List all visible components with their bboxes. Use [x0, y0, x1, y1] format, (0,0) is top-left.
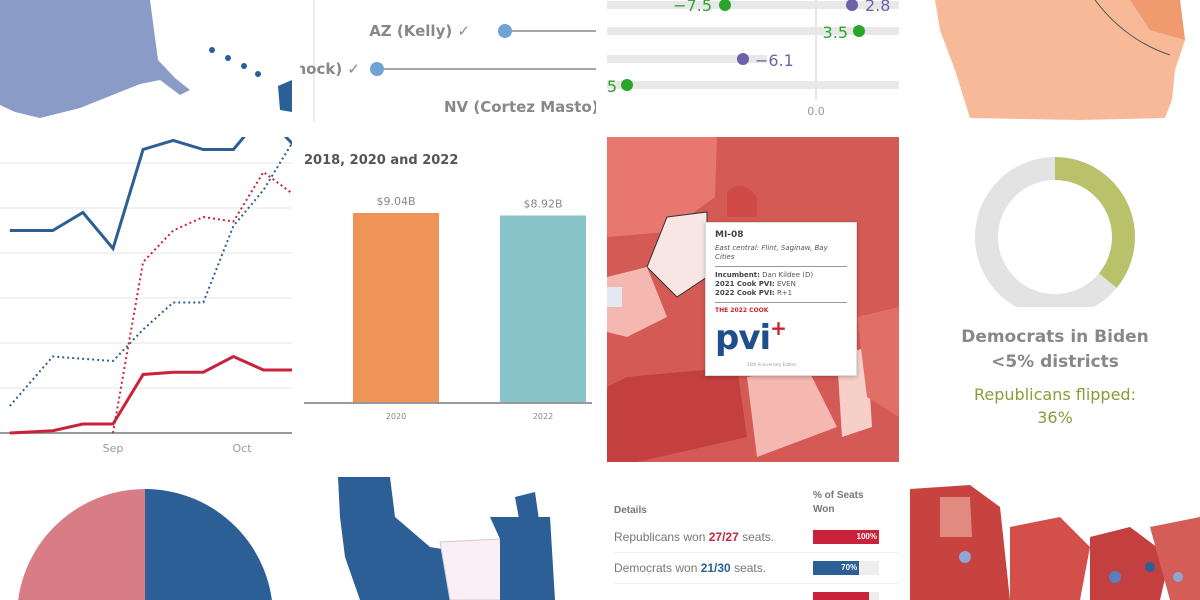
donut-value: 36%: [1037, 408, 1073, 427]
bar-value-label: $8.92B: [523, 198, 562, 211]
seat-count: 21/30: [700, 561, 731, 575]
pct-bar: [813, 592, 879, 600]
bar-value-label: $9.04B: [376, 195, 415, 208]
cook-pvi-logo: pvi+: [715, 318, 847, 358]
bar-chart-panel: 2018, 2020 and 2022 $9.04B 2020 $8.92B 2022: [300, 137, 596, 462]
hawaii-islands: [209, 47, 292, 112]
alaska-map-panel: [0, 0, 292, 122]
pie-panel: [0, 477, 292, 600]
dumbbell-panel-senate: AZ (Kelly) ✓ nock) ✓ NV (Cortez Masto): [300, 0, 596, 122]
series-line-0: [9, 137, 292, 252]
donut-caption: Democrats in Biden <5% districts Republi…: [910, 325, 1200, 427]
donut-label: Republicans flipped:: [974, 385, 1136, 404]
bar-chart: 2018, 2020 and 2022 $9.04B 2020 $8.92B 2022: [304, 153, 592, 421]
bar-2022: [500, 215, 586, 403]
georgia-shape: [935, 0, 1185, 120]
pct-bar: 70%: [813, 561, 879, 575]
annotation-leader-line: [1094, 0, 1171, 56]
table-row: [614, 584, 899, 600]
donut-slice-1: [975, 157, 1117, 307]
district-tooltip: MI-08 East central: Flint, Saginaw, Bay …: [705, 222, 857, 376]
series-line-2: [9, 141, 292, 407]
dot-green-2: [853, 25, 865, 37]
dot-ga: [370, 62, 384, 76]
pct-bar-fill: 100%: [813, 530, 879, 544]
pvi2021-value: EVEN: [776, 280, 796, 288]
county-dark: [1130, 0, 1185, 40]
cook-pvi-logo-text: pvi: [715, 318, 771, 358]
chart-title: 2018, 2020 and 2022: [304, 153, 458, 168]
donut-panel: [910, 137, 1200, 462]
alaska-map: [0, 0, 292, 118]
incumbent-value: Dan Kildee (D): [762, 271, 814, 279]
line-chart: Sep Oct: [0, 137, 292, 455]
pie-chart: [18, 489, 272, 600]
x-tick-label: 2020: [386, 412, 406, 421]
plus-icon: +: [770, 316, 787, 340]
table-row: Democrats won 21/30 seats. 70%: [614, 553, 899, 584]
pct-bar-fill: [813, 592, 870, 600]
dot-purple-1: [846, 0, 858, 11]
dot-purple-3: [737, 53, 749, 65]
series-line-1: [9, 354, 292, 435]
georgia-map-panel: [910, 0, 1200, 122]
label-az: AZ (Kelly) ✓: [369, 22, 470, 40]
header-pct: % of Seats Won: [813, 490, 864, 515]
dumbbell-panel-shift: −7.5 2.8 3.5 −6.1 5 0.0: [607, 0, 899, 122]
pct-bar-fill: 70%: [813, 561, 860, 575]
row-details: Republicans won 27/27 seats.: [614, 530, 775, 544]
michigan-map: [607, 137, 899, 462]
pvi2022-value: R+1: [776, 289, 793, 297]
cook-logo-top: THE 2022 COOK: [715, 307, 769, 314]
axis-tick-zero: 0.0: [807, 105, 825, 118]
incumbent-label: Incumbent:: [715, 271, 760, 279]
header-details: Details: [614, 505, 647, 516]
pct-bar: 100%: [813, 530, 879, 544]
california-map: [338, 477, 555, 600]
label-ga: nock) ✓: [300, 60, 360, 78]
tooltip-district: MI-08: [715, 230, 744, 240]
tooltip-description: East central: Flint, Saginaw, Bay Cities: [715, 244, 828, 261]
label-nv: NV (Cortez Masto): [444, 98, 596, 116]
x-tick-label: Oct: [232, 442, 252, 455]
value-green-1: −7.5: [673, 0, 712, 15]
pie-slice-democrat: [145, 489, 272, 600]
midwest-map-panel: [910, 477, 1200, 600]
value-purple-1: 2.8: [865, 0, 890, 15]
line-chart-panel: Sep Oct: [0, 137, 292, 462]
dot-green-4: [621, 79, 633, 91]
midwest-map: [910, 485, 1200, 600]
seats-table: Details % of Seats Won Republicans won 2…: [607, 477, 899, 600]
value-purple-3: −6.1: [755, 51, 794, 70]
michigan-map-panel: [607, 137, 899, 462]
cook-logo-sub: 25th Anniversary Edition: [747, 362, 797, 367]
dot-az: [498, 24, 512, 38]
value-green-4: 5: [607, 77, 617, 96]
value-green-2: 3.5: [823, 23, 848, 42]
x-tick-label: Sep: [103, 442, 124, 455]
dot-green-1: [719, 0, 731, 11]
seat-count: 27/27: [708, 530, 739, 544]
california-map-panel: [300, 477, 596, 600]
x-tick-label: 2022: [533, 412, 553, 421]
donut-slice-0: [1055, 157, 1135, 288]
pie-slice-republican: [18, 489, 145, 600]
series-line-3: [112, 170, 292, 434]
table-row: Republicans won 27/27 seats. 100%: [614, 522, 899, 553]
bar-2020: [353, 213, 439, 403]
pvi2021-label: 2021 Cook PVI:: [715, 280, 775, 288]
donut-chart: [975, 157, 1135, 307]
pvi2022-label: 2022 Cook PVI:: [715, 289, 775, 297]
donut-title: Democrats in Biden <5% districts: [961, 327, 1149, 372]
alaska-shape: [0, 0, 190, 118]
row-details: Democrats won 21/30 seats.: [614, 561, 767, 575]
